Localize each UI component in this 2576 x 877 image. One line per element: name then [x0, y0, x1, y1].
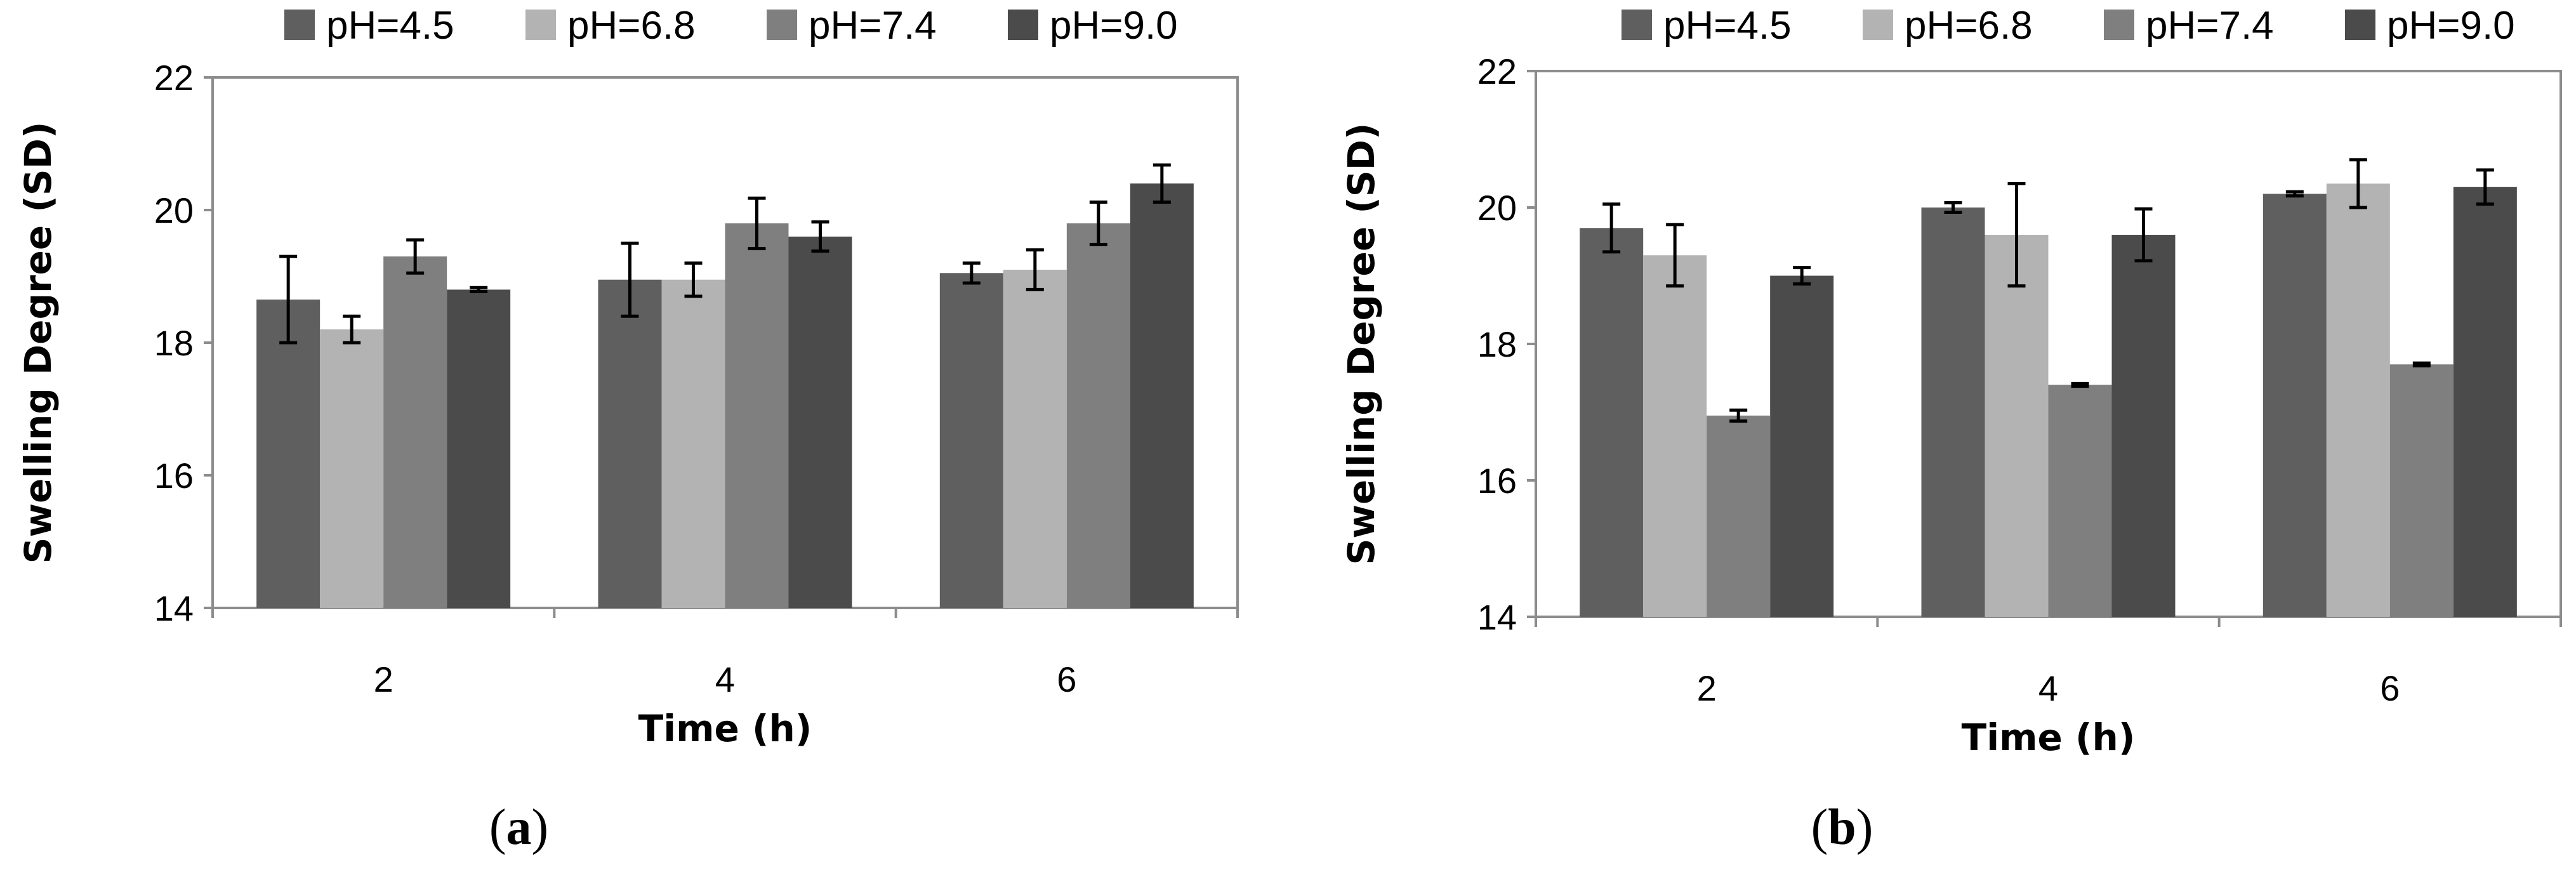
legend-label: pH=9.0 — [2387, 4, 2515, 48]
error-bar — [406, 238, 425, 275]
error-bar — [1602, 202, 1621, 254]
y-tick-label: 14 — [154, 588, 194, 628]
error-bar — [2476, 168, 2494, 206]
bar-pH-9.0-t2 — [1770, 275, 1834, 617]
legend-swatch — [525, 10, 556, 40]
bar-pH-7.4-t4 — [2048, 385, 2112, 617]
x-tick-label: 6 — [2380, 668, 2400, 708]
error-bar — [621, 241, 639, 318]
bar-pH-7.4-t2 — [383, 256, 447, 608]
error-bar — [2071, 381, 2089, 388]
legend-label: pH=6.8 — [1905, 4, 2033, 48]
error-bar — [811, 220, 829, 253]
y-tick-label: 20 — [1477, 188, 1517, 228]
error-bar — [2007, 181, 2026, 288]
bar-pH-6.8-t2 — [1643, 255, 1707, 617]
y-tick-label: 14 — [1477, 597, 1517, 637]
legend-swatch — [1008, 10, 1038, 40]
y-tick-label: 18 — [154, 323, 194, 363]
bar-pH-7.4-t6 — [2389, 364, 2454, 617]
legend-label: pH=9.0 — [1050, 4, 1178, 48]
legend: pH=4.5 pH=6.8 pH=7.4 pH=9.0 — [1622, 4, 2515, 48]
y-tick-label: 16 — [1477, 461, 1517, 501]
x-tick-label: 2 — [374, 659, 393, 699]
error-bar — [2285, 190, 2304, 198]
bar-pH-9.0-t6 — [1130, 183, 1194, 608]
x-tick-label: 4 — [715, 659, 735, 699]
error-bar — [279, 254, 298, 345]
error-bar — [1666, 223, 1684, 288]
bar-pH-4.5-t6 — [939, 273, 1003, 608]
y-tick-label: 20 — [154, 190, 194, 230]
x-tick-label: 4 — [2038, 668, 2058, 708]
legend-label: pH=7.4 — [809, 4, 937, 48]
error-bar — [684, 261, 703, 298]
y-tick-label: 16 — [154, 456, 194, 496]
bar-pH-7.4-t6 — [1066, 223, 1130, 608]
error-bar — [748, 196, 766, 251]
x-axis-title: Time (h) — [1962, 716, 2136, 759]
x-tick-label: 6 — [1057, 659, 1076, 699]
error-bar — [343, 314, 361, 345]
bar-pH-6.8-t2 — [320, 329, 384, 608]
error-bar — [2349, 158, 2367, 209]
y-tick-label: 22 — [154, 58, 194, 98]
bar-pH-9.0-t4 — [2111, 235, 2176, 617]
x-tick-label: 2 — [1697, 668, 1717, 708]
bar-pH-7.4-t2 — [1707, 415, 1771, 617]
error-bar — [2134, 207, 2153, 263]
bar-pH-6.8-t4 — [1985, 235, 2049, 617]
error-bar — [1153, 163, 1171, 204]
panel-label: (a) — [489, 800, 548, 855]
error-bar — [1793, 266, 1811, 286]
error-bar — [1729, 408, 1748, 423]
legend-label: pH=7.4 — [2146, 4, 2274, 48]
legend-swatch — [2345, 10, 2375, 40]
bar-pH-4.5-t4 — [598, 279, 662, 609]
y-tick-label: 22 — [1477, 51, 1517, 91]
y-tick-label: 18 — [1477, 324, 1517, 364]
legend-swatch — [1863, 10, 1893, 40]
legend-swatch — [1622, 10, 1652, 40]
error-bar — [1944, 201, 1962, 214]
legend-label: pH=4.5 — [326, 4, 454, 48]
error-bar — [1026, 248, 1044, 291]
error-bar — [962, 261, 981, 285]
legend-swatch — [2104, 10, 2134, 40]
bar-pH-4.5-t2 — [256, 300, 320, 608]
error-bar — [470, 286, 488, 294]
error-bar — [1089, 200, 1107, 246]
legend-label: pH=4.5 — [1663, 4, 1792, 48]
y-axis-title: Swelling Degree (SD) — [17, 122, 60, 564]
bar-pH-7.4-t4 — [725, 223, 789, 608]
bar-pH-9.0-t2 — [447, 289, 511, 608]
x-axis-title: Time (h) — [638, 707, 812, 750]
bar-pH-4.5-t6 — [2262, 194, 2327, 617]
bar-pH-9.0-t6 — [2453, 187, 2517, 617]
y-axis-title: Swelling Degree (SD) — [1340, 123, 1383, 565]
bar-pH-6.8-t6 — [1003, 270, 1067, 608]
legend: pH=4.5 pH=6.8 pH=7.4 pH=9.0 — [284, 4, 1178, 48]
bar-pH-6.8-t6 — [2326, 183, 2390, 617]
bar-pH-6.8-t4 — [661, 279, 725, 609]
bar-pH-4.5-t4 — [1921, 208, 1985, 617]
legend-swatch — [767, 10, 797, 40]
panel-label: (b) — [1811, 800, 1873, 855]
bar-pH-4.5-t2 — [1580, 228, 1644, 617]
legend-label: pH=6.8 — [567, 4, 696, 48]
legend-swatch — [284, 10, 315, 40]
bar-pH-9.0-t4 — [788, 236, 852, 608]
error-bar — [2412, 361, 2431, 367]
